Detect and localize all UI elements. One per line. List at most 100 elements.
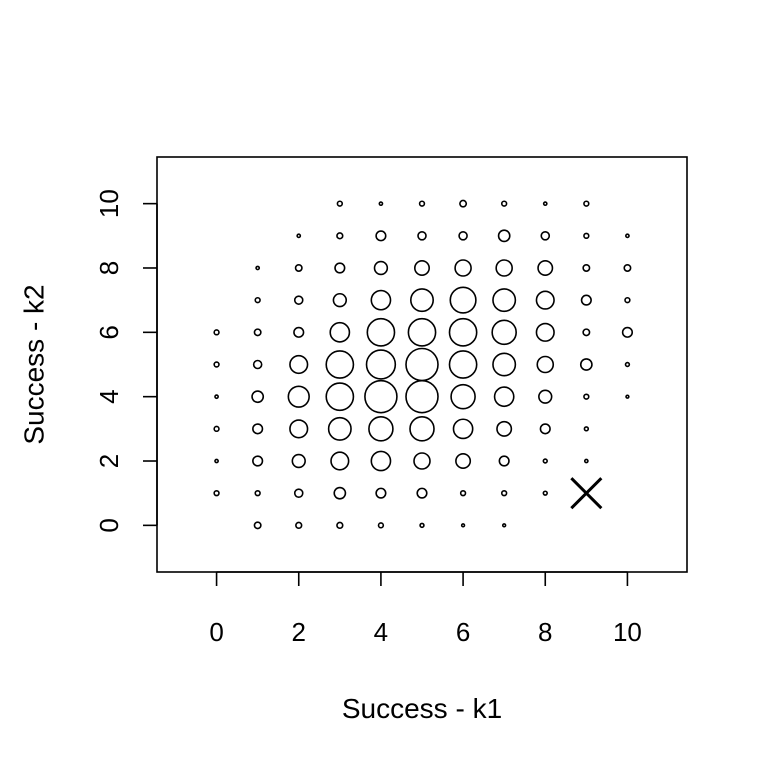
data-point bbox=[336, 232, 344, 240]
data-point bbox=[330, 451, 350, 471]
x-tick-label: 6 bbox=[456, 617, 470, 647]
data-point bbox=[370, 450, 392, 472]
data-point bbox=[329, 321, 351, 343]
data-point bbox=[498, 455, 510, 467]
data-point bbox=[535, 322, 555, 342]
data-point bbox=[253, 328, 262, 337]
data-point bbox=[455, 453, 472, 470]
data-point bbox=[539, 423, 551, 435]
data-point bbox=[492, 288, 517, 313]
data-point bbox=[214, 394, 219, 400]
data-point bbox=[254, 489, 261, 497]
data-point bbox=[454, 259, 472, 277]
data-point bbox=[368, 416, 394, 442]
data-point bbox=[492, 352, 517, 377]
data-point bbox=[377, 522, 385, 529]
data-point bbox=[493, 386, 515, 408]
data-point bbox=[296, 233, 302, 239]
data-point bbox=[252, 423, 264, 435]
data-point bbox=[623, 263, 632, 272]
data-point bbox=[625, 233, 630, 239]
data-point bbox=[583, 200, 590, 207]
data-point bbox=[289, 419, 309, 439]
data-point bbox=[413, 259, 430, 276]
x-tick-label: 10 bbox=[613, 617, 642, 647]
y-axis-label: Success - k2 bbox=[19, 284, 50, 444]
points-layer bbox=[213, 199, 634, 530]
data-point bbox=[537, 259, 554, 276]
cross-marker bbox=[570, 477, 603, 510]
data-point bbox=[407, 317, 437, 347]
data-point bbox=[255, 265, 261, 271]
data-point bbox=[501, 523, 507, 528]
y-tick-label: 4 bbox=[94, 389, 124, 403]
y-tick-label: 6 bbox=[94, 325, 124, 339]
data-point bbox=[583, 458, 589, 464]
y-tick-label: 10 bbox=[94, 189, 124, 218]
y-tick-label: 2 bbox=[94, 454, 124, 468]
data-point bbox=[538, 389, 553, 404]
data-point bbox=[293, 295, 304, 305]
data-point bbox=[336, 521, 344, 530]
plot-frame bbox=[156, 156, 688, 573]
data-point bbox=[325, 350, 355, 379]
data-point bbox=[542, 490, 548, 496]
data-point bbox=[580, 294, 592, 306]
y-axis: 0 2 4 6 8 10 bbox=[94, 189, 158, 533]
data-point bbox=[252, 359, 263, 370]
data-point bbox=[418, 200, 426, 207]
data-point bbox=[213, 329, 220, 336]
data-point bbox=[293, 326, 305, 338]
data-point bbox=[624, 361, 631, 368]
data-point bbox=[419, 522, 425, 529]
data-point bbox=[582, 328, 591, 337]
data-point bbox=[409, 416, 435, 442]
marker-layer bbox=[570, 477, 603, 510]
data-point bbox=[332, 292, 348, 308]
x-tick-label: 4 bbox=[374, 617, 388, 647]
data-point bbox=[625, 394, 630, 399]
data-point bbox=[583, 232, 590, 240]
data-point bbox=[449, 286, 477, 314]
data-point bbox=[542, 201, 548, 207]
data-point bbox=[540, 231, 551, 241]
data-point bbox=[417, 231, 427, 241]
data-point bbox=[252, 455, 264, 467]
data-point bbox=[254, 296, 261, 304]
data-point bbox=[365, 349, 397, 380]
data-point bbox=[364, 379, 398, 414]
x-axis: 0 2 4 6 8 10 bbox=[209, 571, 642, 647]
data-point bbox=[253, 521, 262, 530]
data-point bbox=[491, 319, 517, 346]
y-tick-label: 0 bbox=[94, 518, 124, 532]
data-point bbox=[583, 393, 590, 400]
data-point bbox=[459, 489, 467, 497]
data-point bbox=[293, 488, 304, 498]
data-point bbox=[458, 231, 468, 241]
data-point bbox=[295, 521, 303, 530]
data-point bbox=[459, 199, 468, 208]
data-point bbox=[448, 350, 478, 379]
data-point bbox=[405, 347, 439, 382]
x-tick-label: 0 bbox=[209, 617, 223, 647]
data-point bbox=[287, 385, 310, 408]
data-point bbox=[373, 260, 389, 276]
x-tick-label: 8 bbox=[538, 617, 552, 647]
data-point bbox=[334, 262, 346, 274]
data-point bbox=[378, 201, 384, 207]
data-point bbox=[536, 355, 555, 374]
data-point bbox=[413, 452, 431, 470]
data-point bbox=[409, 288, 434, 313]
data-point bbox=[495, 259, 513, 277]
data-point bbox=[327, 416, 352, 441]
data-point bbox=[500, 200, 508, 207]
data-point bbox=[624, 296, 631, 304]
data-point bbox=[333, 486, 347, 500]
data-point bbox=[213, 489, 220, 497]
data-point bbox=[416, 487, 428, 499]
data-point bbox=[294, 263, 303, 272]
data-point bbox=[582, 263, 591, 272]
data-point bbox=[291, 453, 306, 469]
data-point bbox=[375, 230, 387, 242]
